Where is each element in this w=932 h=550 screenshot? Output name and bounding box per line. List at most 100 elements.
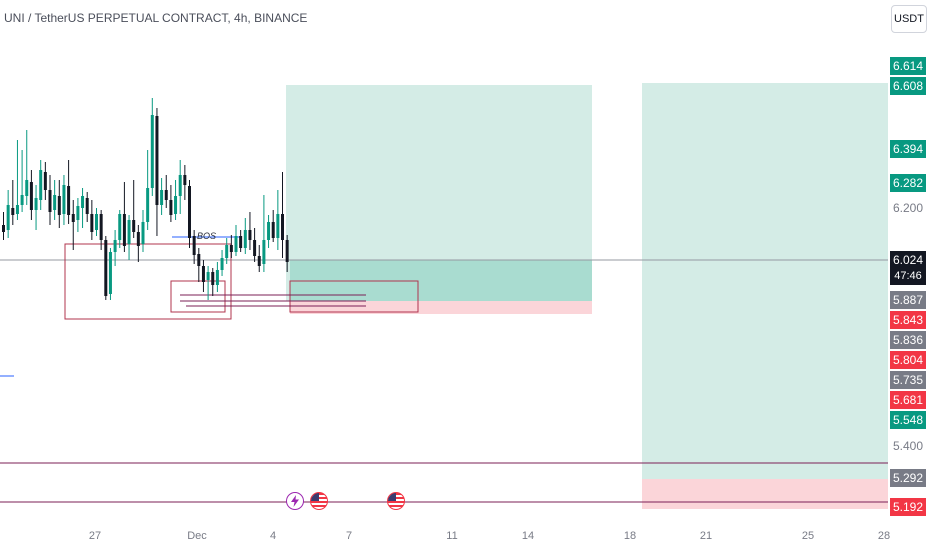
candle-body (29, 182, 33, 210)
candle-body (108, 252, 112, 294)
time-label: 14 (521, 530, 535, 542)
candle-body (150, 115, 154, 188)
time-label: 18 (623, 530, 637, 542)
us-flag-icon[interactable] (387, 492, 405, 510)
candle-body (34, 198, 38, 210)
price-label: 5.836 (890, 331, 926, 349)
price-label: 6.282 (890, 174, 926, 192)
symbol-title[interactable]: UNI / TetherUS PERPETUAL CONTRACT, 4h, B… (4, 11, 308, 25)
time-label: 21 (699, 530, 713, 542)
candle-body (127, 220, 131, 244)
candle-body (2, 225, 5, 232)
candle-body (239, 236, 243, 248)
candle-body (281, 214, 284, 240)
candle-body (164, 190, 168, 200)
candle-body (67, 186, 71, 215)
candle-body (201, 266, 205, 282)
candle-body (99, 214, 103, 240)
price-label: 5.735 (890, 371, 926, 389)
price-label: 5.804 (890, 351, 926, 369)
candle-body (229, 245, 233, 252)
us-flag-icon[interactable] (310, 492, 328, 510)
candle-body (211, 272, 215, 285)
candle-body (90, 214, 94, 232)
candle-body (155, 116, 159, 205)
candle-body (118, 214, 122, 240)
candle-body (11, 208, 15, 215)
candle-body (53, 195, 57, 210)
candle-body (20, 195, 24, 205)
current-price-label: 6.024 (890, 251, 926, 269)
candle-body (192, 236, 196, 255)
price-axis[interactable]: 6.614 6.608 6.394 6.282 6.200 6.024 47:4… (888, 0, 932, 550)
candle-body (76, 206, 80, 220)
time-label: 28 (877, 530, 891, 542)
candle-body (71, 214, 75, 222)
candle-body (169, 200, 173, 215)
candle-body (43, 172, 47, 190)
candle-body (206, 272, 210, 280)
price-label: 6.394 (890, 140, 926, 158)
time-label: 11 (446, 530, 458, 542)
price-label: 5.548 (890, 411, 926, 429)
candle-body (25, 180, 29, 196)
candle-body (104, 240, 108, 296)
candle-body (271, 222, 275, 238)
candle-body (57, 196, 61, 215)
candle-body (48, 190, 52, 212)
candle-countdown: 47:46 (890, 268, 926, 285)
time-label: 7 (345, 530, 353, 542)
candle-body (141, 222, 145, 244)
price-label: 5.843 (890, 311, 926, 329)
order-block-box-right[interactable] (289, 280, 419, 313)
currency-button[interactable]: USDT (891, 5, 927, 33)
price-label: 5.400 (892, 439, 924, 453)
price-label: 5.887 (890, 291, 926, 309)
candle-body (285, 240, 289, 262)
candle-body (39, 170, 43, 200)
price-label: 5.192 (890, 498, 926, 516)
price-label: 5.681 (890, 391, 926, 409)
candle-body (62, 185, 66, 214)
candle-body (225, 245, 229, 258)
candle-body (122, 214, 126, 246)
lightning-icon[interactable] (286, 492, 304, 510)
candle-body (146, 188, 150, 222)
long-stop-zone-2[interactable] (642, 479, 888, 509)
candle-body (220, 258, 224, 270)
candle-body (267, 222, 271, 240)
candle-body (276, 214, 280, 238)
candle-body (197, 254, 201, 266)
candle-body (188, 186, 191, 238)
chart-plot-area[interactable] (0, 0, 888, 524)
candle-body (160, 190, 164, 205)
candle-body (178, 175, 182, 196)
time-label: 27 (88, 530, 102, 542)
candle-body (15, 205, 19, 214)
price-label: 6.200 (892, 201, 924, 215)
price-label: 6.608 (890, 77, 926, 95)
time-axis[interactable]: 27 Dec 4 7 11 14 18 21 25 28 (0, 524, 891, 550)
long-stop-zone-1[interactable] (290, 301, 592, 314)
time-label: Dec (187, 530, 207, 542)
candle-body (174, 196, 178, 214)
bos-label: BOS (197, 231, 217, 241)
candle-body (132, 220, 136, 232)
price-label: 5.292 (890, 469, 926, 487)
candle-body (6, 205, 10, 230)
long-target-zone-2[interactable] (642, 83, 888, 479)
candle-body (95, 214, 98, 230)
candle-body (136, 232, 140, 246)
candle-body (243, 230, 247, 248)
time-label: 25 (801, 530, 815, 542)
candle-body (253, 240, 257, 256)
time-label: 4 (269, 530, 277, 542)
candle-body (234, 236, 238, 252)
candle-body (113, 240, 117, 252)
candle-body (257, 256, 261, 266)
order-block-box-small[interactable] (170, 280, 226, 313)
candle-body (215, 270, 219, 285)
price-label: 6.614 (890, 57, 926, 75)
order-block-box-large[interactable] (64, 243, 232, 320)
